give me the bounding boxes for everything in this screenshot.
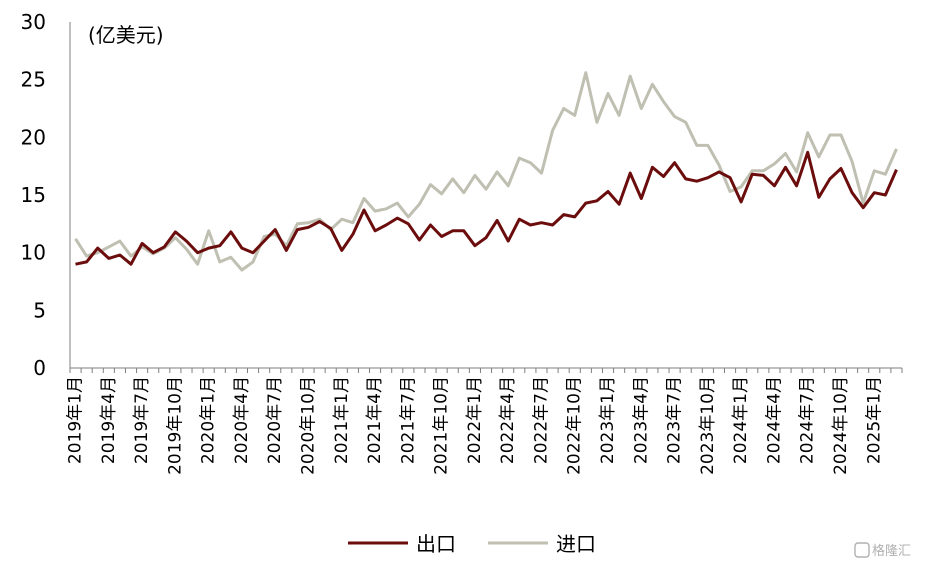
- series-group: [74, 71, 898, 272]
- x-tick-label: 2022年10月: [565, 376, 585, 475]
- watermark-text: 格隆汇: [872, 543, 911, 559]
- x-tick-label: 2019年1月: [66, 376, 86, 464]
- x-tick-label: 2021年4月: [365, 376, 385, 464]
- series-line-export: [75, 150, 898, 266]
- x-tick-label: 2024年10月: [831, 376, 851, 475]
- y-tick-label: 15: [21, 183, 46, 207]
- unit-label: (亿美元): [88, 23, 164, 47]
- y-tick-label: 5: [33, 298, 46, 322]
- x-tick-label: 2020年4月: [232, 376, 252, 464]
- x-tick-label: 2023年4月: [631, 376, 651, 464]
- x-tick-label: 2023年10月: [698, 376, 718, 475]
- y-tick-label: 25: [21, 68, 46, 92]
- x-tick-label: 2024年4月: [764, 376, 784, 464]
- x-tick-label: 2023年1月: [598, 376, 618, 464]
- x-tick-label: 2021年1月: [332, 376, 352, 464]
- x-tick-label: 2020年1月: [199, 376, 219, 464]
- x-tick-label: 2023年7月: [665, 376, 685, 464]
- y-tick-label: 0: [33, 356, 46, 380]
- x-tick-label: 2025年1月: [864, 376, 884, 464]
- legend: 出口 进口: [348, 532, 596, 556]
- watermark-logo-icon: [854, 542, 870, 558]
- x-tick-label: 2024年1月: [731, 376, 751, 464]
- x-tick-label: 2020年10月: [299, 376, 319, 475]
- watermark: 格隆汇: [854, 542, 911, 559]
- x-axis: 2019年1月 2019年4月 2019年7月 2019年10月 2020年1月 2020…: [66, 367, 903, 475]
- x-tick-label: 2019年10月: [165, 376, 185, 475]
- y-tick-label: 10: [21, 241, 46, 265]
- y-tick-label: 30: [21, 10, 46, 34]
- x-tick-label: 2022年4月: [498, 376, 518, 464]
- x-tick-label: 2024年7月: [798, 376, 818, 464]
- series-line-import: [74, 71, 898, 272]
- x-tick-label: 2022年7月: [531, 376, 551, 464]
- y-tick-label: 20: [21, 125, 46, 149]
- x-tick-label: 2019年4月: [99, 376, 119, 464]
- x-tick-label: 2020年7月: [265, 376, 285, 464]
- x-tick-label: 2019年7月: [132, 376, 152, 464]
- x-tick-label: 2021年7月: [398, 376, 418, 464]
- x-tick-label: 2021年10月: [432, 376, 452, 475]
- y-axis: 0 5 10 15 20 25 30: [21, 10, 71, 380]
- legend-label: 进口: [556, 532, 596, 556]
- x-tick-label: 2022年1月: [465, 376, 485, 464]
- legend-label: 出口: [416, 532, 456, 556]
